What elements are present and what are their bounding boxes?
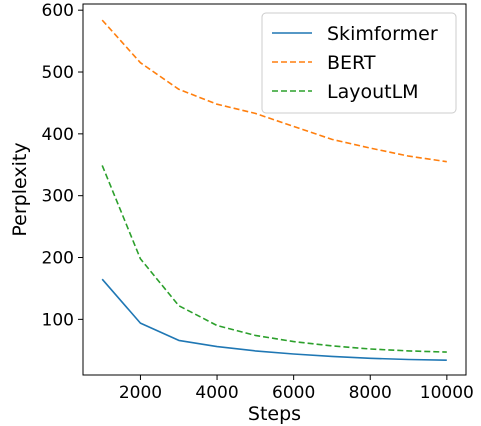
axis-ticks: 2000 4000 6000 8000 10000 100 200 300 400 500 600 xyxy=(42,1,474,403)
y-tick-label: 500 xyxy=(42,63,74,83)
x-axis-label: Steps xyxy=(248,403,301,425)
y-tick-label: 400 xyxy=(42,125,74,145)
series-line-bert xyxy=(101,19,447,163)
y-axis-label: Perplexity xyxy=(9,142,31,236)
plot-frame xyxy=(82,3,467,376)
legend-label-layoutlm: LayoutLM xyxy=(327,81,419,103)
legend-box xyxy=(261,12,457,114)
x-tick-label: 8000 xyxy=(349,383,392,403)
legend-label-skimformer: Skimformer xyxy=(327,23,438,45)
y-tick-label: 100 xyxy=(42,310,74,330)
x-tick-label: 4000 xyxy=(195,383,238,403)
x-tick-label: 6000 xyxy=(272,383,315,403)
x-tick-label: 2000 xyxy=(119,383,162,403)
legend: Skimformer BERT LayoutLM xyxy=(261,12,457,114)
series-line-layoutlm xyxy=(101,165,447,353)
plot-area xyxy=(101,19,447,361)
y-tick-label: 600 xyxy=(42,1,74,21)
x-tick-label: 10000 xyxy=(420,383,474,403)
legend-label-bert: BERT xyxy=(327,52,376,74)
y-tick-label: 200 xyxy=(42,249,74,269)
y-tick-label: 300 xyxy=(42,187,74,207)
series-line-skimformer xyxy=(101,278,447,361)
